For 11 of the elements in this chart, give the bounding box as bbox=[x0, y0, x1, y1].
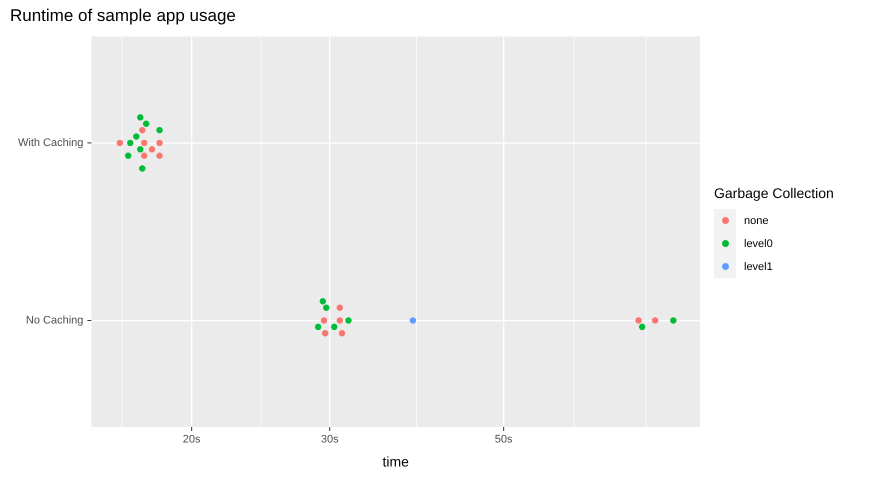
x-tick-label: 50s bbox=[494, 434, 514, 446]
x-tick-label: 30s bbox=[320, 434, 340, 446]
x-tick-label: 20s bbox=[182, 434, 202, 446]
legend-label: level0 bbox=[744, 238, 773, 250]
legend-label: none bbox=[744, 214, 768, 226]
x-axis-title: time bbox=[382, 453, 410, 470]
y-tick-label: No Caching bbox=[26, 314, 84, 327]
y-tick-label: With Caching bbox=[18, 136, 84, 149]
legend-title: Garbage Collection bbox=[714, 185, 835, 201]
chart-title: Runtime of sample app usage bbox=[10, 6, 236, 25]
legend-label: level1 bbox=[744, 260, 773, 272]
